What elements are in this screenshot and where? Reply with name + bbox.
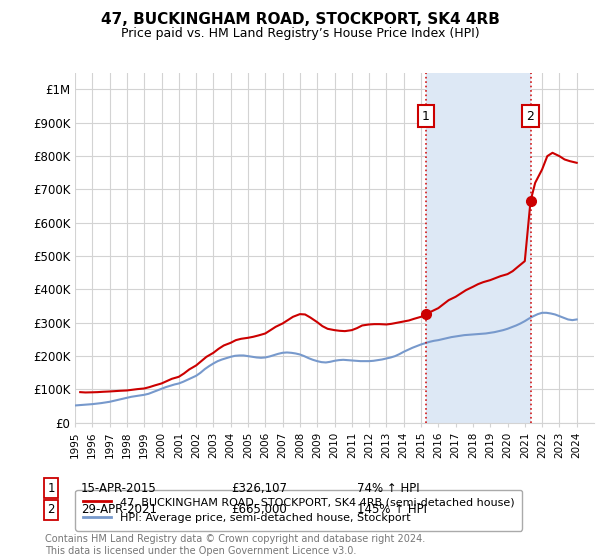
- Legend: 47, BUCKINGHAM ROAD, STOCKPORT, SK4 4RB (semi-detached house), HPI: Average pric: 47, BUCKINGHAM ROAD, STOCKPORT, SK4 4RB …: [76, 489, 522, 531]
- Bar: [426, 73, 530, 423]
- Text: 74% ↑ HPI: 74% ↑ HPI: [357, 482, 419, 495]
- Text: 2: 2: [527, 110, 535, 123]
- Text: £326,107: £326,107: [231, 482, 287, 495]
- Text: £665,000: £665,000: [231, 503, 287, 516]
- Text: Contains HM Land Registry data © Crown copyright and database right 2024.
This d: Contains HM Land Registry data © Crown c…: [45, 534, 425, 556]
- Text: 1: 1: [422, 110, 430, 123]
- Text: 47, BUCKINGHAM ROAD, STOCKPORT, SK4 4RB: 47, BUCKINGHAM ROAD, STOCKPORT, SK4 4RB: [101, 12, 499, 27]
- Text: 145% ↑ HPI: 145% ↑ HPI: [357, 503, 427, 516]
- Text: 15-APR-2015: 15-APR-2015: [81, 482, 157, 495]
- Text: 2: 2: [47, 503, 55, 516]
- Text: Price paid vs. HM Land Registry’s House Price Index (HPI): Price paid vs. HM Land Registry’s House …: [121, 27, 479, 40]
- Text: 1: 1: [47, 482, 55, 495]
- Text: 29-APR-2021: 29-APR-2021: [81, 503, 157, 516]
